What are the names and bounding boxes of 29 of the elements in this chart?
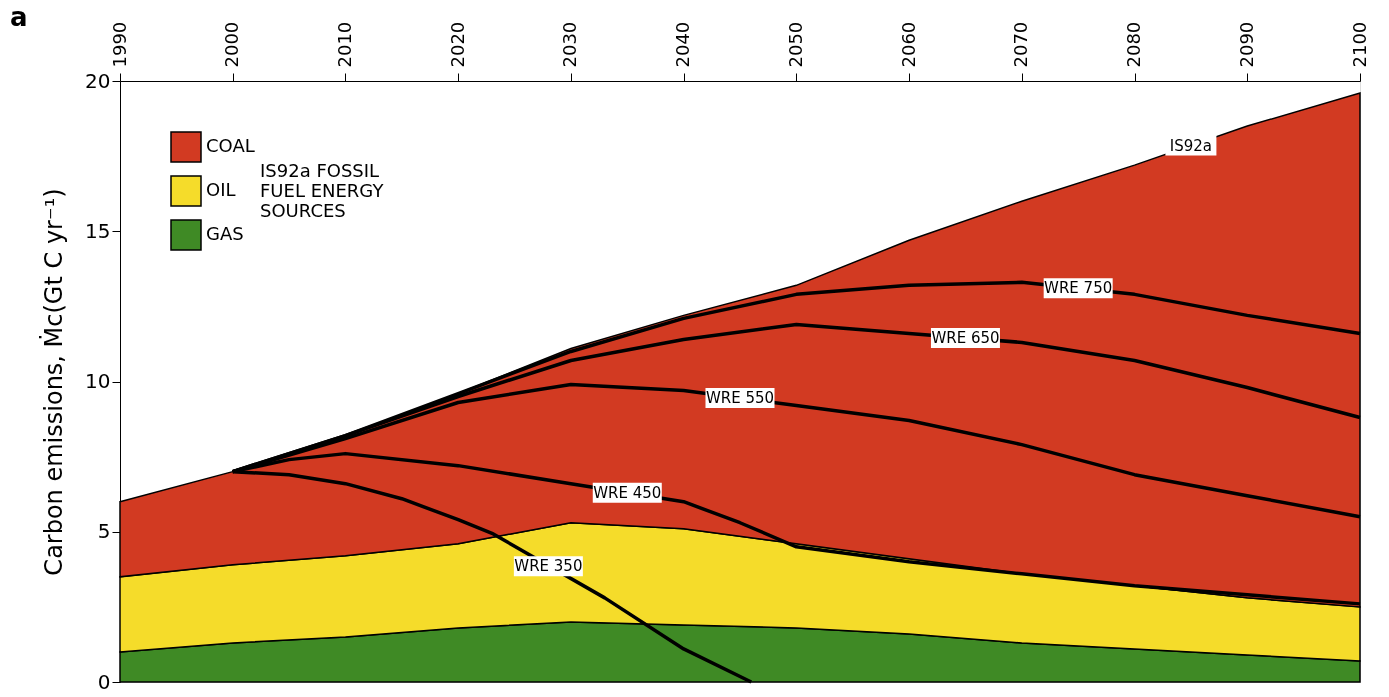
x-tick-label: 2040 [672, 21, 694, 68]
x-tick-label: 2010 [333, 21, 355, 68]
x-tick-label: 2030 [559, 21, 581, 68]
x-tick-label: 2000 [221, 21, 243, 68]
x-tick-label: 2070 [1010, 21, 1032, 68]
annotation: WRE 750 [1044, 279, 1113, 298]
x-tick-label: 2080 [1123, 21, 1145, 68]
y-tick-label: 20 [85, 68, 111, 93]
y-axis-title: Carbon emissions, Ṁc(Gt C yr⁻¹) [39, 188, 69, 576]
legend-label: GAS [206, 223, 244, 244]
annotation: WRE 550 [705, 389, 775, 408]
annotation: IS92a [1169, 136, 1213, 155]
y-tick-label: 10 [85, 369, 111, 393]
y-tick-label: 5 [97, 519, 111, 544]
y-tick-label: 0 [97, 669, 111, 694]
chart-title: a [10, 2, 28, 33]
annotation: WRE 650 [931, 328, 1000, 347]
legend-label: OIL [206, 179, 236, 200]
legend-title: IS92a FOSSIL FUEL ENERGY SOURCES [260, 160, 385, 221]
legend-label: COAL [206, 135, 255, 156]
y-tick-label: 15 [85, 218, 111, 243]
x-tick-label: 2100 [1348, 21, 1370, 68]
x-tick-label: 2020 [446, 21, 468, 68]
x-tick-label: 1990 [108, 21, 130, 68]
annotation: WRE 350 [514, 557, 583, 576]
x-tick-label: 2060 [897, 21, 919, 68]
x-tick-label: 2050 [784, 21, 806, 68]
x-tick-label: 2090 [1235, 21, 1257, 68]
annotation: WRE 450 [593, 483, 662, 502]
